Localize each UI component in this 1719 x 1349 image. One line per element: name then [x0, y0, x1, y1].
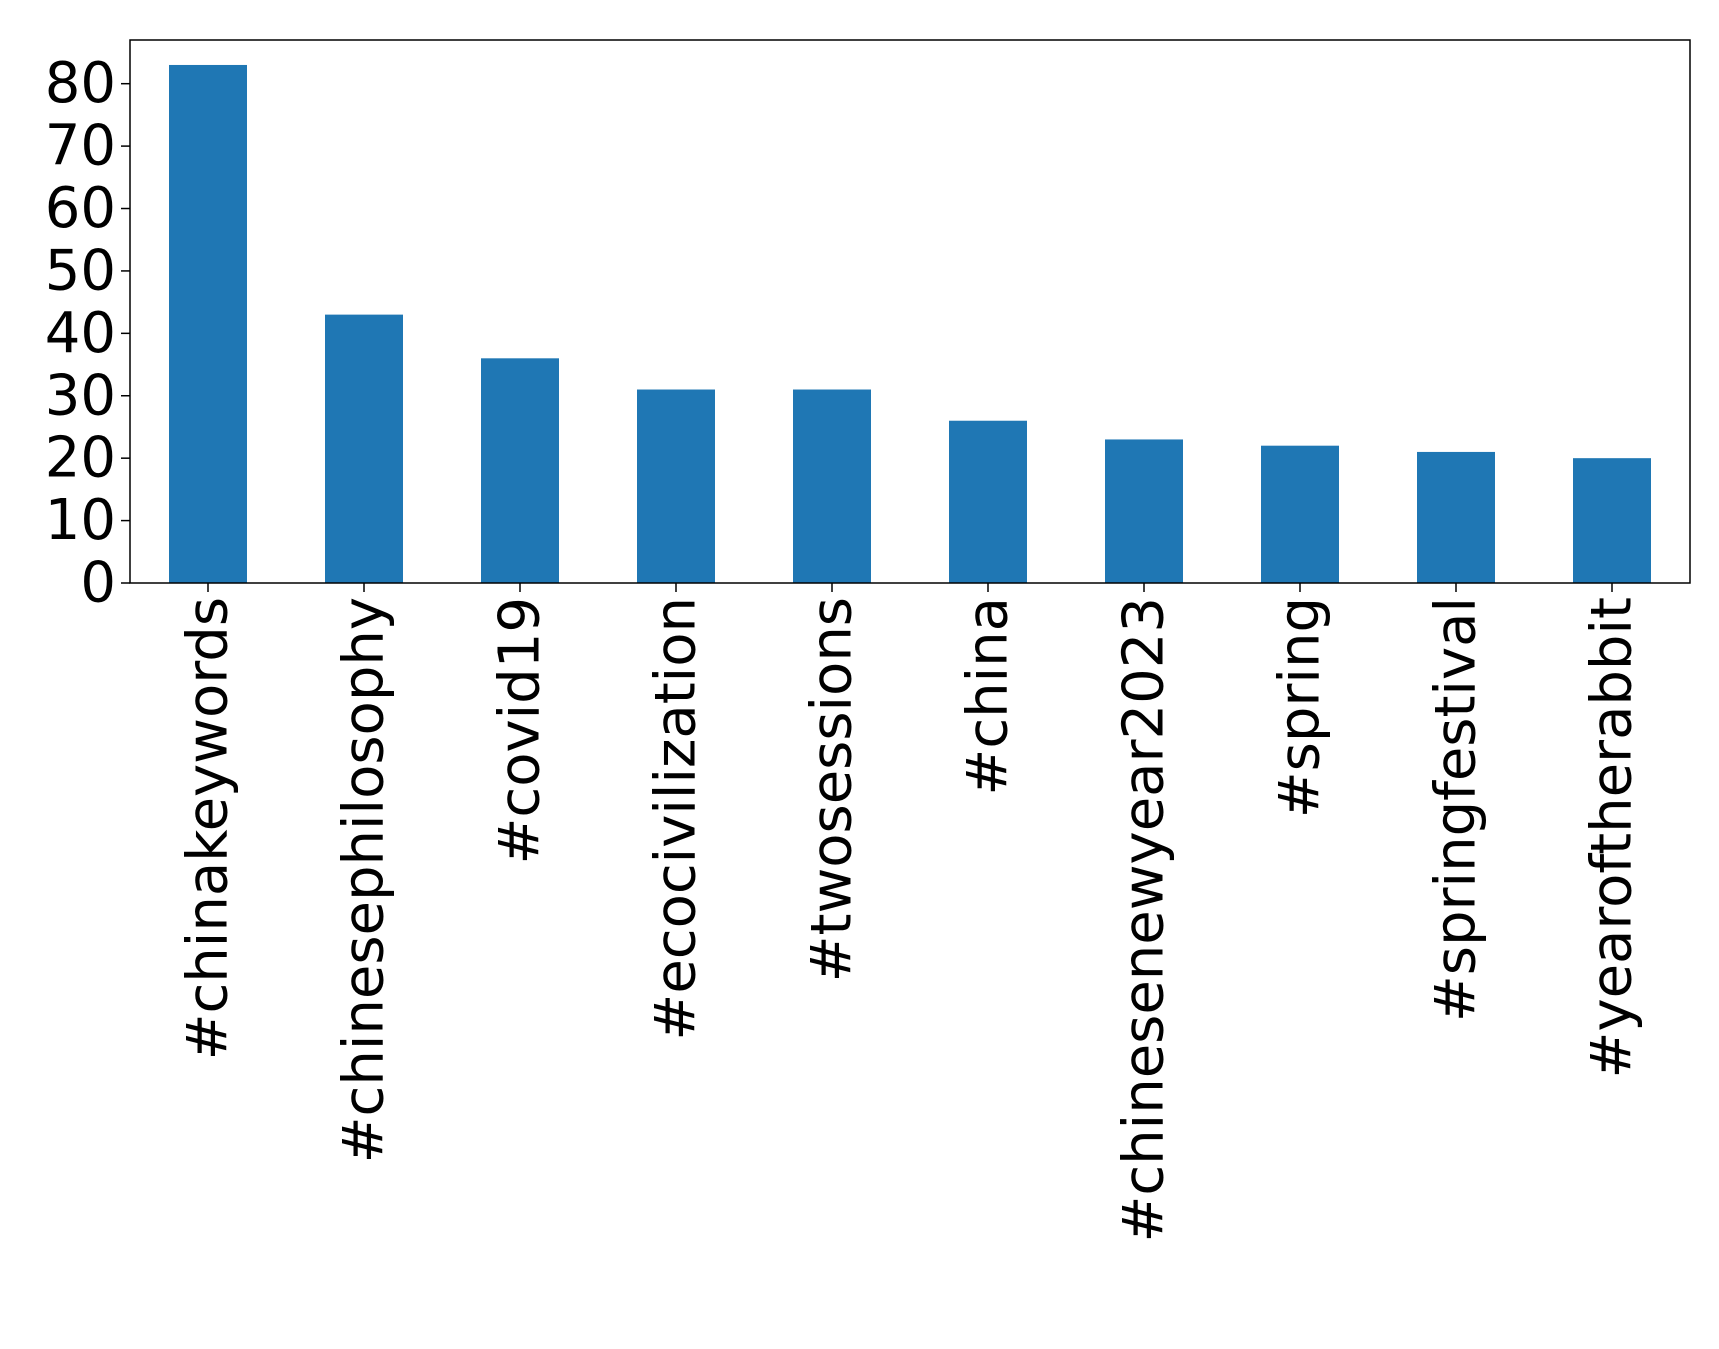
bar-ecocivilization	[637, 389, 715, 583]
y-tick-label: 10	[45, 488, 116, 553]
bar-covid19	[481, 358, 559, 583]
bars-group	[169, 64, 1651, 583]
bar-chinesephilosophy	[325, 314, 403, 583]
x-tick-label: #chinesenewyear2023	[1112, 597, 1177, 1243]
y-tick-label: 30	[45, 363, 116, 428]
x-tick-label: #china	[956, 597, 1021, 796]
y-tick-label: 0	[80, 551, 116, 616]
x-tick-label: #ecocivilization	[644, 597, 709, 1041]
x-axis: #chinakeywords #chinesephilosophy #covid19…	[176, 583, 1645, 1243]
y-tick-label: 70	[45, 114, 116, 179]
x-tick-label: #yearoftherabbit	[1580, 597, 1645, 1078]
y-tick-label: 50	[45, 238, 116, 303]
y-tick-label: 40	[45, 301, 116, 366]
x-tick-label: #spring	[1268, 597, 1333, 818]
y-tick-label: 60	[45, 176, 116, 241]
x-tick-label: #chinesephilosophy	[332, 597, 397, 1163]
x-tick-label: #twosessions	[800, 597, 865, 982]
y-tick-label: 20	[45, 426, 116, 491]
x-tick-label: #chinakeywords	[176, 597, 241, 1060]
plot-frame	[129, 39, 1691, 584]
bar-chinakeywords	[169, 64, 247, 583]
bar-chinesenewyear2023	[1105, 439, 1183, 583]
bar-springfestival	[1417, 451, 1495, 583]
x-tick-label: #covid19	[488, 597, 553, 864]
bar-yearoftherabbit	[1573, 458, 1651, 583]
y-tick-label: 80	[45, 51, 116, 116]
x-tick-label: #springfestival	[1424, 597, 1489, 1022]
bar-spring	[1261, 445, 1339, 583]
bar-twosessions	[793, 389, 871, 583]
bar-china	[949, 420, 1027, 583]
